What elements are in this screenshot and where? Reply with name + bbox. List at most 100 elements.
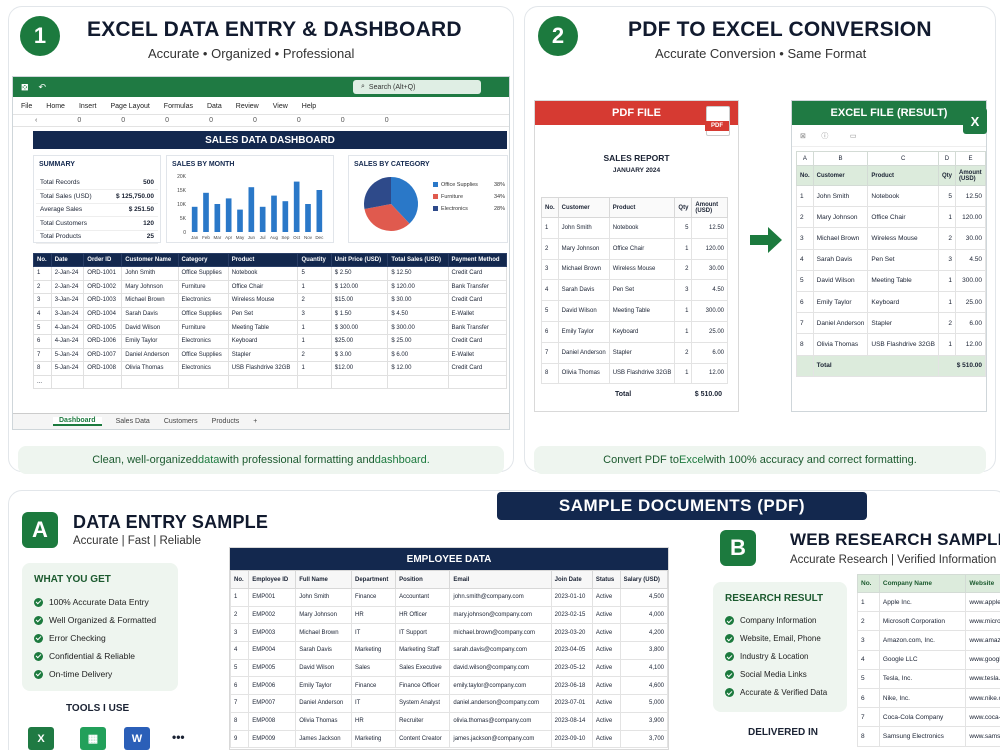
table-cell: www.coca-cola.com bbox=[965, 707, 1000, 728]
table-cell: James Jackson bbox=[295, 729, 352, 749]
pdf-icon-label: PDF bbox=[705, 121, 729, 131]
x-tick-label: Oct bbox=[293, 235, 301, 240]
research-item: Industry & Location bbox=[725, 652, 808, 661]
table-cell: 1 bbox=[297, 333, 332, 349]
pie-slice bbox=[364, 177, 391, 210]
more-tools-icon: ••• bbox=[172, 730, 185, 744]
table-cell: 8 bbox=[230, 711, 250, 731]
table-cell: 1 bbox=[674, 300, 693, 322]
table-cell: www.samsung.com bbox=[965, 726, 1000, 747]
column-header: Total Sales (USD) bbox=[387, 253, 449, 267]
research-label: Social Media Links bbox=[740, 670, 807, 679]
web-research-sheet: No. Company Name Website 1 Apple Inc. www.ap… bbox=[857, 574, 1000, 750]
pdf-report-subtitle: JANUARY 2024 bbox=[612, 167, 661, 174]
table-cell: Credit Card bbox=[447, 333, 508, 349]
legend-label: Office Supplies bbox=[441, 182, 478, 188]
ribbon-menu-item-view[interactable]: View bbox=[272, 103, 288, 110]
summary-row: Total Customers 120 bbox=[36, 217, 158, 231]
column-header: Customer bbox=[557, 197, 610, 218]
column-header: Product bbox=[227, 253, 299, 267]
sales-by-month-box: SALES BY MONTH 20K 15K 10K 5K 0 Jan Feb Mar Apr M… bbox=[166, 155, 334, 243]
table-cell: www.tesla.com bbox=[965, 668, 1000, 689]
table-cell: michael.brown@company.com bbox=[449, 623, 552, 643]
ribbon-menu-item-formulas[interactable]: Formulas bbox=[163, 103, 193, 110]
what-you-get-box: WHAT YOU GET 100% Accurate Data Entry Wel… bbox=[22, 563, 178, 691]
x-tick-label: Feb bbox=[202, 235, 210, 240]
table-cell: www.microsoft.com bbox=[965, 611, 1000, 632]
research-label: Industry & Location bbox=[740, 652, 809, 661]
table-cell: Daniel Anderson bbox=[121, 347, 179, 363]
summary-row: Total Sales (USD) $ 125,750.00 bbox=[36, 190, 158, 204]
column-header: Payment Method bbox=[447, 253, 508, 267]
table-cell: Finance Officer bbox=[395, 676, 451, 696]
table-cell: 1 bbox=[937, 333, 956, 356]
table-cell: 1 bbox=[674, 237, 693, 260]
legend-swatch bbox=[433, 182, 438, 187]
table-cell: 1 bbox=[857, 591, 880, 613]
table-cell: System Analyst bbox=[395, 694, 451, 713]
table-cell: 2023-01-10 bbox=[550, 588, 593, 607]
table-cell: 4 bbox=[857, 649, 880, 670]
table-cell: $ 300.00 bbox=[387, 320, 449, 335]
column-header: No. bbox=[796, 165, 814, 186]
table-cell: Olivia Thomas bbox=[557, 362, 610, 385]
table-cell: $ 3.00 bbox=[330, 347, 389, 363]
table-cell: Sarah Davis bbox=[295, 641, 352, 660]
sheet-tab-[interactable]: + bbox=[253, 418, 258, 425]
ribbon-menu-item-review[interactable]: Review bbox=[235, 103, 259, 110]
column-header: Product bbox=[608, 197, 676, 218]
research-item: Company Information bbox=[725, 616, 816, 625]
table-cell: 2023-07-01 bbox=[550, 694, 593, 713]
sheets-tool-icon: ▦ bbox=[80, 727, 106, 750]
section-subtitle: Accurate Conversion • Same Format bbox=[655, 46, 867, 61]
table-cell: 12.50 bbox=[691, 217, 728, 239]
table-cell: David Wilson bbox=[557, 300, 610, 322]
sheet-tab-dashboard[interactable]: Dashboard bbox=[53, 417, 102, 426]
research-result-box: RESEARCH RESULT Company Information Websi… bbox=[713, 582, 847, 712]
summary-value: $ 125,750.00 bbox=[116, 192, 154, 200]
table-cell: 2 bbox=[937, 227, 956, 250]
sheet-tab-customers[interactable]: Customers bbox=[163, 418, 198, 425]
excel-tool-icon: X bbox=[28, 727, 54, 750]
ribbon-menu-item-file[interactable]: File bbox=[21, 103, 33, 110]
pdf-total-value: $ 510.00 bbox=[694, 391, 722, 398]
bar bbox=[203, 192, 209, 232]
table-cell: EMP009 bbox=[248, 729, 297, 749]
undo-icon[interactable]: ↶ bbox=[38, 81, 47, 92]
table-cell: HR bbox=[350, 711, 397, 731]
table-cell: Electronics bbox=[177, 333, 229, 349]
table-row: 5 David Wilson Meeting Table 1 300.00 bbox=[796, 269, 986, 292]
table-cell: Bank Transfer bbox=[447, 320, 508, 335]
ribbon-menu-item-data[interactable]: Data bbox=[206, 103, 222, 110]
table-cell: Stapler bbox=[867, 312, 939, 335]
column-header: Employee ID bbox=[248, 570, 297, 589]
legend-value: 34% bbox=[494, 194, 505, 200]
column-header: Product bbox=[867, 165, 939, 186]
table-cell: 3 bbox=[297, 306, 332, 322]
table-cell: Marketing Staff bbox=[395, 641, 451, 660]
ribbon-menu-item-insert[interactable]: Insert bbox=[78, 103, 97, 110]
search-box[interactable]: ⌕ Search (Alt+Q) bbox=[353, 80, 481, 94]
summary-label: Average Sales bbox=[40, 206, 83, 213]
sheet-tab-sales-data[interactable]: Sales Data bbox=[115, 418, 150, 425]
column-letter: B bbox=[812, 151, 869, 166]
table-cell: Pen Set bbox=[867, 248, 939, 271]
column-letter: C bbox=[867, 151, 939, 166]
sheet-tab-products[interactable]: Products bbox=[211, 418, 240, 425]
ribbon-menu-item-page-layout[interactable]: Page Layout bbox=[110, 103, 150, 110]
table-cell: 4,500 bbox=[619, 588, 668, 607]
table-cell: 2023-08-14 bbox=[550, 711, 593, 731]
summary-title: SUMMARY bbox=[39, 161, 75, 168]
ribbon-menu-item-help[interactable]: Help bbox=[301, 103, 317, 110]
table-cell: Meeting Table bbox=[867, 269, 939, 292]
table-cell: james.jackson@company.com bbox=[449, 729, 552, 749]
table-cell: ORD-1005 bbox=[83, 320, 123, 335]
table-cell: ORD-1008 bbox=[83, 361, 123, 376]
table-cell: Active bbox=[591, 658, 621, 678]
check-icon bbox=[725, 670, 734, 679]
ribbon-menu-item-home[interactable]: Home bbox=[46, 103, 65, 110]
table-cell: 5 bbox=[674, 217, 693, 239]
